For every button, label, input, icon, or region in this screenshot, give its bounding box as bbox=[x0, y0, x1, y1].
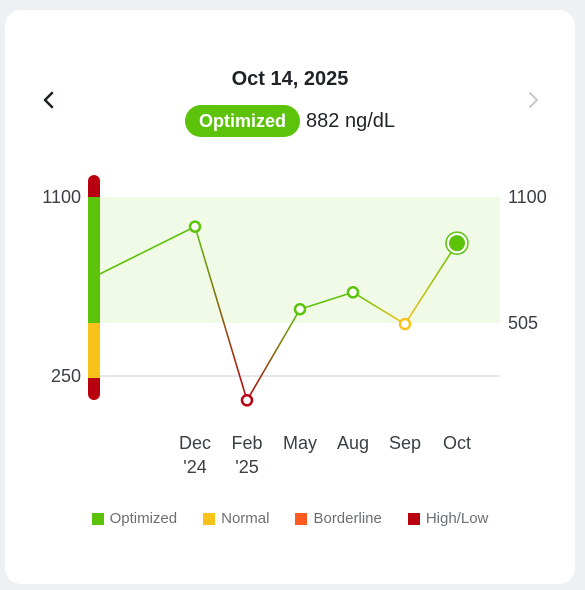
data-point bbox=[398, 317, 412, 331]
legend-label: Optimized bbox=[109, 510, 178, 527]
series-line-segment bbox=[246, 308, 301, 401]
testosterone-card: Oct 14, 2025 Optimized 882 ng/dL 1100 250… bbox=[5, 10, 575, 584]
next-button[interactable] bbox=[521, 88, 545, 112]
x-tick-label: Aug bbox=[337, 433, 369, 453]
x-tick-sublabel: '24 bbox=[183, 457, 206, 477]
selected-date: Oct 14, 2025 bbox=[231, 68, 349, 90]
legend-swatch bbox=[203, 512, 216, 525]
legend-swatch bbox=[407, 512, 420, 525]
scale-low-segment bbox=[88, 378, 100, 400]
status-value: 882 ng/dL bbox=[306, 109, 395, 132]
series-line-segment bbox=[404, 242, 458, 325]
legend-swatch bbox=[91, 512, 104, 525]
series-line-segment bbox=[96, 225, 196, 277]
legend-item: Borderline bbox=[295, 510, 382, 527]
scale-optimized-segment bbox=[88, 197, 100, 323]
right-tick-label: 505 bbox=[508, 313, 538, 333]
data-point bbox=[293, 302, 307, 316]
chevron-right-icon bbox=[528, 91, 539, 109]
optimized-range-band bbox=[97, 197, 500, 323]
legend-label: Borderline bbox=[313, 510, 382, 527]
x-tick-label: May bbox=[283, 433, 317, 453]
data-point bbox=[240, 394, 254, 407]
x-tick-sublabel: '25 bbox=[235, 457, 258, 477]
legend-label: High/Low bbox=[425, 510, 489, 527]
legend-item: Normal bbox=[203, 510, 269, 527]
chevron-left-icon bbox=[43, 91, 54, 109]
data-point bbox=[346, 286, 360, 299]
series-line-segment bbox=[352, 291, 406, 325]
data-point bbox=[188, 220, 202, 233]
legend-item: Optimized bbox=[91, 510, 178, 527]
legend-swatch bbox=[295, 512, 308, 525]
series-line-segment bbox=[299, 291, 354, 310]
status-row: Optimized 882 ng/dL bbox=[5, 105, 575, 137]
right-tick-label: 1100 bbox=[508, 187, 547, 207]
x-tick-label: Feb bbox=[231, 433, 262, 453]
previous-button[interactable] bbox=[37, 88, 61, 112]
selected-data-point bbox=[449, 235, 465, 252]
left-tick-label: 250 bbox=[51, 366, 81, 386]
x-tick-label: Sep bbox=[389, 433, 421, 453]
legend: Optimized Normal Borderline High/Low bbox=[5, 510, 575, 527]
legend-item: High/Low bbox=[407, 510, 489, 527]
series-line-segment bbox=[194, 226, 248, 401]
x-tick-label: Dec bbox=[179, 433, 211, 453]
left-tick-label: 1100 bbox=[42, 187, 81, 207]
legend-label: Normal bbox=[221, 510, 270, 527]
x-tick-label: Oct bbox=[443, 433, 471, 453]
status-badge: Optimized bbox=[185, 105, 301, 137]
scale-normal-segment bbox=[88, 323, 100, 378]
line-chart: 1100 250 1100 505 Dec '24 Feb '25 May Aug Sep Oct bbox=[42, 175, 547, 477]
scale-high-fill bbox=[88, 185, 100, 199]
